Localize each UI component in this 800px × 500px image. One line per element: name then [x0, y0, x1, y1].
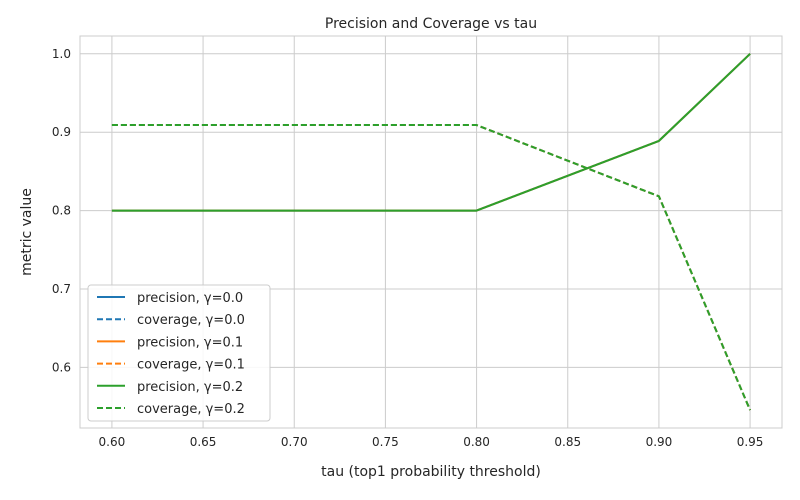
series-layer — [111, 53, 752, 411]
x-tick-label: 0.60 — [99, 435, 126, 449]
chart-title: Precision and Coverage vs tau — [325, 16, 537, 32]
x-axis-ticks: 0.60 0.65 0.70 0.75 0.80 0.85 0.90 0.95 — [99, 435, 764, 449]
y-tick-label: 0.6 — [52, 360, 71, 374]
legend-label: precision, γ=0.2 — [137, 380, 243, 395]
series-line-5 — [111, 124, 752, 411]
x-tick-label: 0.90 — [646, 435, 673, 449]
y-tick-label: 0.7 — [52, 282, 71, 296]
x-axis-label: tau (top1 probability threshold) — [321, 464, 541, 480]
legend-label: coverage, γ=0.1 — [137, 358, 245, 373]
x-tick-label: 0.85 — [554, 435, 581, 449]
y-tick-label: 0.8 — [52, 204, 71, 218]
legend-label: coverage, γ=0.0 — [137, 313, 245, 328]
y-tick-label: 0.9 — [52, 125, 71, 139]
y-axis-ticks: 0.6 0.7 0.8 0.9 1.0 — [52, 47, 71, 375]
y-tick-label: 1.0 — [52, 47, 71, 61]
x-tick-label: 0.75 — [372, 435, 399, 449]
legend-box — [87, 284, 271, 422]
x-tick-label: 0.95 — [737, 435, 764, 449]
series-line-4 — [111, 53, 751, 212]
x-tick-label: 0.80 — [463, 435, 490, 449]
legend-label: precision, γ=0.1 — [137, 335, 243, 350]
legend: precision, γ=0.0 coverage, γ=0.0 precision… — [87, 284, 271, 422]
legend-label: precision, γ=0.0 — [137, 291, 243, 306]
legend-label: coverage, γ=0.2 — [137, 402, 245, 417]
y-axis-label: metric value — [19, 188, 35, 276]
x-tick-label: 0.65 — [190, 435, 217, 449]
plot-frame — [79, 35, 783, 429]
x-tick-label: 0.70 — [281, 435, 308, 449]
